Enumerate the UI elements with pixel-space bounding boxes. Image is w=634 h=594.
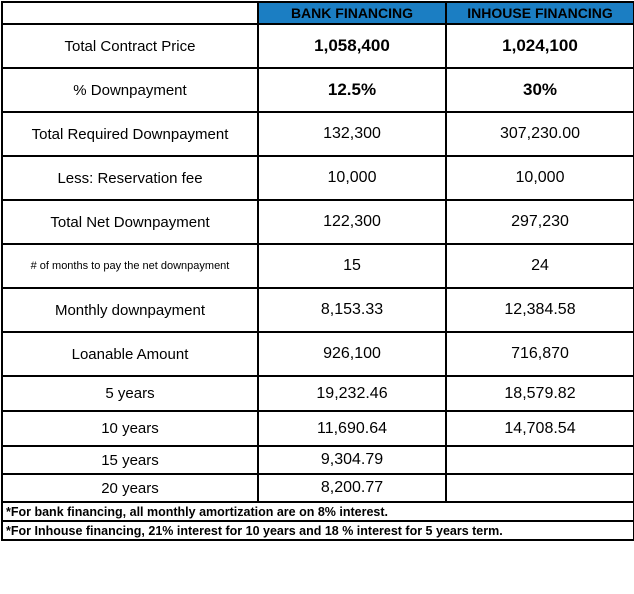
bank-value: 15 [257, 243, 447, 289]
table-row-less-reservation-fee: Less: Reservation fee 10,000 10,000 [1, 155, 634, 201]
table-row-15-years: 15 years 9,304.79 [1, 445, 634, 475]
table-row-total-contract-price: Total Contract Price 1,058,400 1,024,100 [1, 23, 634, 69]
table-row-total-net-downpayment: Total Net Downpayment 122,300 297,230 [1, 199, 634, 245]
bank-value: 132,300 [257, 111, 447, 157]
row-label: 20 years [1, 473, 259, 503]
row-label: Less: Reservation fee [1, 155, 259, 201]
table-row-percent-downpayment: % Downpayment 12.5% 30% [1, 67, 634, 113]
table-row-loanable-amount: Loanable Amount 926,100 716,870 [1, 331, 634, 377]
table-row-monthly-downpayment: Monthly downpayment 8,153.33 12,384.58 [1, 287, 634, 333]
bank-value: 9,304.79 [257, 445, 447, 475]
row-label: Monthly downpayment [1, 287, 259, 333]
inhouse-value: 12,384.58 [445, 287, 634, 333]
bank-value: 8,200.77 [257, 473, 447, 503]
header-bank-financing: BANK FINANCING [257, 1, 447, 25]
inhouse-value: 24 [445, 243, 634, 289]
table-row-months-to-pay-net-downpayment: # of months to pay the net downpayment 1… [1, 243, 634, 289]
inhouse-value: 716,870 [445, 331, 634, 377]
financing-comparison-table: BANK FINANCING INHOUSE FINANCING Total C… [1, 1, 634, 541]
header-blank-cell [1, 1, 259, 25]
inhouse-value: 10,000 [445, 155, 634, 201]
row-label: 10 years [1, 410, 259, 447]
header-inhouse-financing: INHOUSE FINANCING [445, 1, 634, 25]
bank-value: 12.5% [257, 67, 447, 113]
inhouse-value: 14,708.54 [445, 410, 634, 447]
footnote-bank-financing: *For bank financing, all monthly amortiz… [1, 501, 634, 522]
row-label: Total Contract Price [1, 23, 259, 69]
inhouse-value [445, 445, 634, 475]
bank-value: 19,232.46 [257, 375, 447, 412]
bank-value: 10,000 [257, 155, 447, 201]
inhouse-value: 307,230.00 [445, 111, 634, 157]
table-row-20-years: 20 years 8,200.77 [1, 473, 634, 503]
inhouse-value: 297,230 [445, 199, 634, 245]
bank-value: 1,058,400 [257, 23, 447, 69]
bank-value: 122,300 [257, 199, 447, 245]
bank-value: 8,153.33 [257, 287, 447, 333]
row-label: 5 years [1, 375, 259, 412]
inhouse-value: 30% [445, 67, 634, 113]
row-label: Loanable Amount [1, 331, 259, 377]
row-label: Total Net Downpayment [1, 199, 259, 245]
footnote-row-bank: *For bank financing, all monthly amortiz… [1, 501, 634, 522]
inhouse-value [445, 473, 634, 503]
row-label: # of months to pay the net downpayment [1, 243, 259, 289]
footnote-inhouse-financing: *For Inhouse financing, 21% interest for… [1, 520, 634, 541]
inhouse-value: 1,024,100 [445, 23, 634, 69]
table-row-10-years: 10 years 11,690.64 14,708.54 [1, 410, 634, 447]
row-label: Total Required Downpayment [1, 111, 259, 157]
table-row-5-years: 5 years 19,232.46 18,579.82 [1, 375, 634, 412]
table-row-total-required-downpayment: Total Required Downpayment 132,300 307,2… [1, 111, 634, 157]
bank-value: 926,100 [257, 331, 447, 377]
table-header-row: BANK FINANCING INHOUSE FINANCING [1, 1, 634, 25]
footnote-row-inhouse: *For Inhouse financing, 21% interest for… [1, 520, 634, 541]
inhouse-value: 18,579.82 [445, 375, 634, 412]
row-label: % Downpayment [1, 67, 259, 113]
bank-value: 11,690.64 [257, 410, 447, 447]
row-label: 15 years [1, 445, 259, 475]
